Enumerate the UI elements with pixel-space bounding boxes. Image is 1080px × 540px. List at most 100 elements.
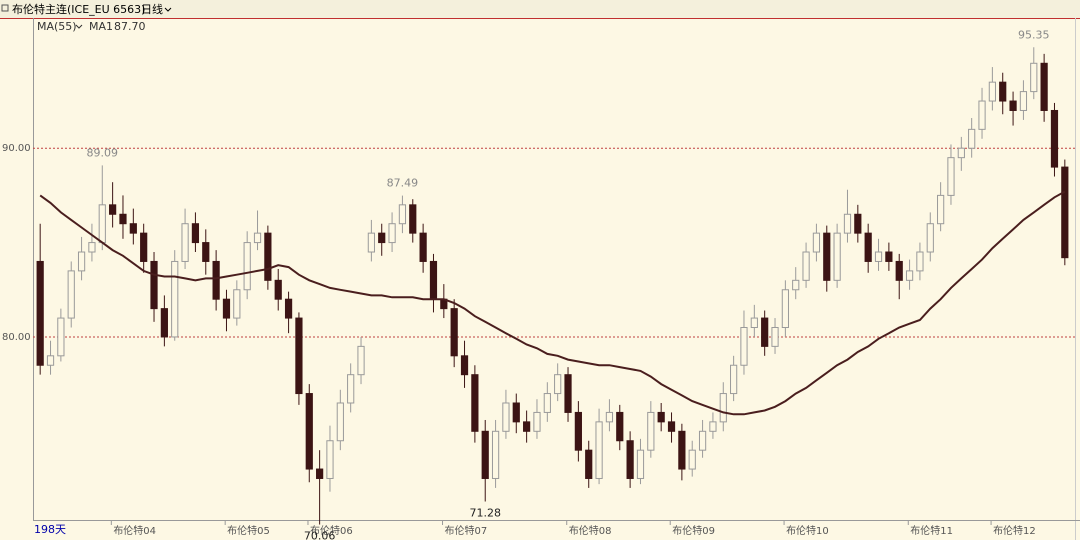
candle-body	[326, 440, 334, 479]
candle-body	[823, 232, 831, 281]
candle-body	[657, 411, 665, 423]
candle-body	[160, 308, 168, 338]
candle-body	[450, 308, 458, 357]
x-tick-label: 布伦特07	[445, 524, 488, 537]
x-tick-label: 布伦特06	[310, 524, 353, 537]
candle-body	[874, 251, 883, 262]
candle-body	[471, 374, 479, 432]
candle-body	[129, 223, 137, 234]
candle-body	[864, 232, 872, 262]
candle-body	[564, 374, 572, 413]
candle-body	[233, 289, 241, 319]
x-tick-label: 布伦特10	[786, 524, 829, 537]
extreme-label: 89.09	[87, 146, 119, 159]
candle-body	[181, 223, 189, 262]
candle-body	[295, 317, 303, 395]
candle-body	[429, 260, 438, 300]
extreme-label: 71.28	[469, 507, 501, 520]
candle-body	[491, 430, 500, 479]
candle-body	[1030, 62, 1038, 93]
span-label: 198天	[34, 523, 66, 536]
toolbar	[0, 0, 1080, 18]
candle-body	[502, 402, 510, 432]
candle-body	[678, 430, 686, 470]
candle-body	[523, 421, 531, 432]
candle-body	[895, 260, 903, 281]
candle-body	[67, 270, 75, 319]
candle-body	[533, 411, 541, 432]
candle-body	[388, 223, 396, 244]
candle-body	[988, 81, 996, 102]
candle-body	[698, 430, 707, 451]
candle-body	[843, 213, 852, 234]
candle-body	[264, 232, 272, 281]
chart-title[interactable]: 布伦特主连(ICE_EU 6563)	[12, 2, 145, 16]
candle-body	[357, 345, 365, 376]
candle-body	[202, 242, 210, 262]
candle-body	[916, 251, 924, 272]
candle-body	[57, 317, 65, 357]
candle-body	[740, 327, 748, 366]
candle-body	[119, 213, 127, 225]
candle-body	[761, 317, 769, 347]
extreme-label: 87.49	[387, 177, 419, 190]
candle-body	[336, 402, 344, 442]
candle-body	[905, 270, 914, 281]
candle-body	[937, 194, 945, 225]
extreme-label: 70.06	[304, 530, 336, 540]
candle-body	[968, 128, 976, 149]
candle-body	[1040, 62, 1048, 111]
x-tick-label: 布伦特11	[910, 524, 953, 537]
candle-body	[88, 242, 96, 253]
legend-name: MA1	[89, 20, 113, 33]
candle-body	[1050, 109, 1059, 168]
x-tick-label: 布伦特08	[569, 524, 612, 537]
candle-body	[543, 393, 551, 413]
candle-body	[409, 204, 417, 234]
x-tick-label: 布伦特04	[113, 524, 156, 537]
candle-body	[812, 232, 821, 253]
candle-body	[1061, 166, 1069, 259]
period[interactable]: 日线	[141, 2, 163, 16]
candle-body	[792, 279, 800, 291]
candle-body	[222, 298, 231, 319]
candle-body	[833, 232, 841, 281]
candle-body	[616, 411, 624, 442]
candle-body	[460, 355, 469, 376]
candle-body	[750, 317, 758, 329]
candle-body	[378, 232, 386, 244]
candle-body	[212, 260, 220, 300]
ma-arrow[interactable]	[75, 24, 83, 29]
candle-body	[171, 260, 179, 338]
candle-body	[574, 411, 582, 451]
y-tick-label: 90.00	[2, 143, 31, 154]
candle-body	[347, 374, 355, 404]
candle-body	[243, 242, 251, 291]
candle-body	[109, 204, 117, 215]
candle-body	[585, 449, 593, 479]
candle-body	[605, 411, 614, 423]
candle-body	[595, 421, 603, 479]
candle-body	[98, 204, 106, 244]
period-arrow[interactable]	[164, 7, 172, 12]
candle-body	[854, 213, 862, 234]
candle-body	[926, 223, 934, 253]
candle-body	[481, 430, 489, 479]
candle-body	[626, 440, 634, 479]
ma-label[interactable]: MA(55)	[37, 20, 77, 33]
candle-body	[771, 327, 779, 347]
candle-body	[150, 260, 158, 310]
candle-body	[191, 223, 200, 244]
candle-body	[730, 364, 738, 395]
candle-body	[647, 411, 655, 451]
candle-body	[512, 402, 520, 423]
y-tick-label: 80.00	[2, 332, 31, 343]
menu-icon[interactable]	[1, 4, 9, 12]
candle-body	[978, 100, 986, 130]
extreme-label: 95.35	[1018, 28, 1050, 41]
candle-body	[284, 298, 293, 319]
candle-body	[719, 393, 727, 423]
candle-body	[274, 279, 282, 300]
candle-body	[316, 468, 324, 479]
